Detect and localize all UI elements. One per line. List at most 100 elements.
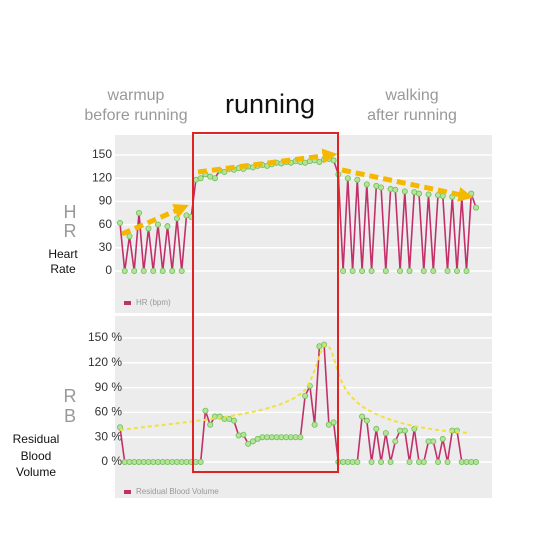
y-tick-label: 90: [99, 194, 113, 208]
data-point: [330, 157, 337, 164]
y-axis-label: Residual: [13, 432, 60, 446]
data-point: [126, 233, 133, 240]
phase-label: running: [225, 89, 315, 119]
data-point: [311, 421, 318, 428]
data-point: [211, 175, 218, 182]
data-point: [401, 188, 408, 195]
data-point: [420, 458, 427, 465]
data-point: [344, 175, 351, 182]
data-point: [430, 438, 437, 445]
data-point: [463, 267, 470, 274]
y-axis-label: Rate: [50, 262, 76, 276]
y-tick-label: 0: [105, 263, 112, 277]
data-point: [472, 204, 479, 211]
y-tick-label: 120: [92, 170, 112, 184]
data-point: [392, 186, 399, 193]
y-tick-label: 30: [99, 240, 113, 254]
y-axis-label: Heart: [48, 247, 78, 261]
data-point: [245, 440, 252, 447]
phase-label: warmup: [107, 87, 165, 104]
y-axis-letter: H: [64, 202, 77, 222]
y-tick-label: 90 %: [95, 380, 123, 394]
y-axis-letter: R: [64, 221, 77, 241]
legend-label: Residual Blood Volume: [136, 487, 219, 496]
data-point: [297, 434, 304, 441]
data-point: [131, 267, 138, 274]
data-point: [230, 417, 237, 424]
data-point: [397, 267, 404, 274]
data-point: [382, 430, 389, 437]
y-tick-label: 150: [92, 147, 112, 161]
data-point: [240, 431, 247, 438]
data-point: [221, 169, 228, 176]
data-point: [406, 267, 413, 274]
data-point: [406, 458, 413, 465]
phase-label: after running: [367, 107, 457, 124]
data-point: [354, 176, 361, 183]
legend-swatch: [124, 490, 131, 494]
data-point: [435, 458, 442, 465]
data-point: [169, 267, 176, 274]
data-point: [444, 458, 451, 465]
data-point: [173, 215, 180, 222]
data-point: [302, 392, 309, 399]
data-point: [159, 267, 166, 274]
y-axis-label: Blood: [21, 449, 52, 463]
data-point: [197, 175, 204, 182]
trend-arrows: [121, 148, 474, 237]
y-axis-label: Volume: [16, 465, 56, 479]
data-point: [325, 421, 332, 428]
data-point: [430, 267, 437, 274]
highlight-box: [192, 132, 339, 473]
data-point: [150, 267, 157, 274]
y-tick-label: 120 %: [88, 355, 122, 369]
data-point: [207, 421, 214, 428]
data-point: [202, 407, 209, 414]
data-point: [249, 438, 256, 445]
data-point: [439, 192, 446, 199]
data-point: [454, 267, 461, 274]
phase-label: before running: [84, 107, 187, 124]
y-axis-letter: R: [64, 386, 77, 406]
data-point: [382, 267, 389, 274]
data-point: [178, 267, 185, 274]
data-point: [340, 267, 347, 274]
data-point: [472, 458, 479, 465]
data-point: [387, 186, 394, 193]
data-point: [140, 267, 147, 274]
data-point: [378, 184, 385, 191]
data-point: [363, 181, 370, 188]
data-point: [378, 458, 385, 465]
y-tick-label: 60: [99, 217, 113, 231]
data-point: [354, 458, 361, 465]
y-tick-label: 0 %: [101, 454, 122, 468]
data-point: [145, 225, 152, 232]
data-point: [368, 458, 375, 465]
data-point: [373, 425, 380, 432]
data-point: [135, 209, 142, 216]
data-point: [368, 267, 375, 274]
data-point: [392, 438, 399, 445]
data-point: [387, 458, 394, 465]
data-point: [425, 191, 432, 198]
data-point: [439, 435, 446, 442]
data-point: [435, 192, 442, 199]
data-point: [468, 190, 475, 197]
data-point: [117, 220, 124, 227]
data-point: [349, 267, 356, 274]
data-point: [444, 267, 451, 274]
data-point: [197, 458, 204, 465]
trend-curve: [119, 343, 471, 434]
y-tick-label: 150 %: [88, 330, 122, 344]
legend-swatch: [124, 301, 131, 305]
y-axis-letter: B: [64, 406, 76, 426]
data-point: [154, 221, 161, 228]
data-point: [420, 267, 427, 274]
y-tick-label: 30 %: [95, 429, 123, 443]
data-point: [235, 432, 242, 439]
data-point: [363, 417, 370, 424]
data-point: [330, 419, 337, 426]
data-point: [401, 427, 408, 434]
data-point: [121, 267, 128, 274]
